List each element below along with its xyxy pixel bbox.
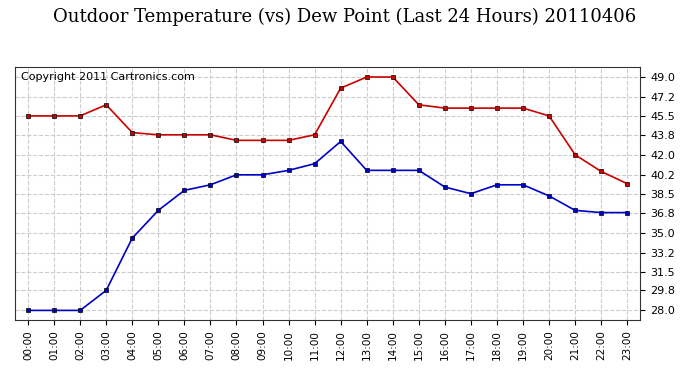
Text: Outdoor Temperature (vs) Dew Point (Last 24 Hours) 20110406: Outdoor Temperature (vs) Dew Point (Last… [53, 8, 637, 26]
Text: Copyright 2011 Cartronics.com: Copyright 2011 Cartronics.com [21, 72, 195, 82]
